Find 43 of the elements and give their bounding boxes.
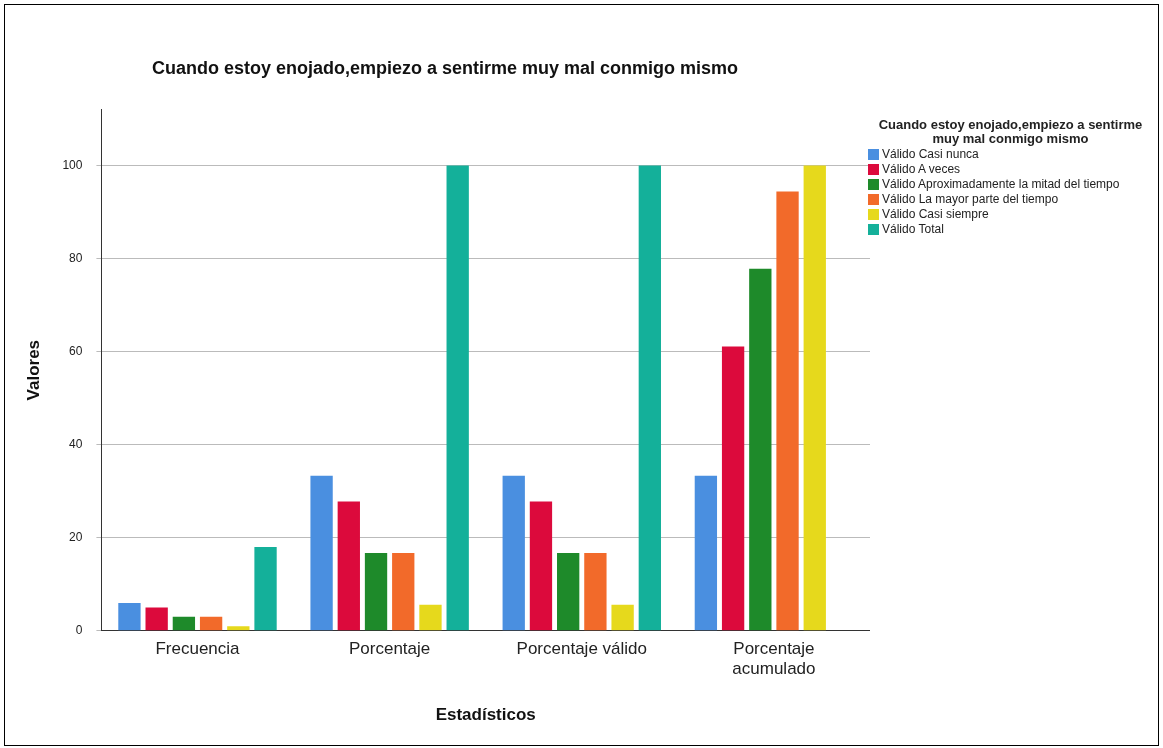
- bar: [337, 501, 360, 631]
- y-tick-label: 20: [69, 530, 83, 545]
- bar: [419, 604, 442, 631]
- bar: [803, 165, 826, 631]
- bar: [584, 553, 607, 631]
- bar: [529, 501, 553, 631]
- chart-title: Cuando estoy enojado,empiezo a sentirme muy mal conmigo mismo: [151, 57, 739, 78]
- bar: [557, 553, 580, 631]
- bar: [749, 268, 772, 631]
- bar: [199, 616, 223, 631]
- legend-title: Cuando estoy enojado,empiezo a sentirme muy mal conmigo mismo: [877, 117, 1144, 146]
- bar: [776, 191, 799, 631]
- legend-label: Válido Casi nunca: [882, 147, 979, 161]
- y-tick-label: 60: [69, 343, 83, 358]
- legend-label: Válido La mayor parte del tiempo: [882, 192, 1059, 206]
- y-tick-label: 0: [75, 623, 83, 638]
- x-tick-label: Porcentaje: [349, 638, 431, 658]
- bar: [611, 604, 634, 631]
- bar: [310, 475, 333, 631]
- bar: [364, 553, 388, 631]
- bar: [392, 553, 415, 631]
- x-axis-title: Estadísticos: [435, 705, 536, 725]
- bar: [145, 607, 168, 631]
- legend-label: Válido Aproximadamente la mitad del tiempo: [882, 177, 1120, 191]
- bar: [254, 547, 277, 631]
- bar: [694, 475, 718, 631]
- y-tick-label: 80: [69, 250, 83, 265]
- bar: [172, 616, 196, 631]
- bar: [446, 165, 469, 631]
- bar: [721, 346, 745, 631]
- x-tick-label: Porcentaje acumulado: [732, 638, 816, 679]
- legend-label: Válido Total: [882, 222, 944, 236]
- y-axis-title: Valores: [23, 339, 43, 401]
- legend-label: Válido A veces: [882, 162, 961, 176]
- x-tick-label: Frecuencia: [155, 638, 241, 658]
- x-tick-label: Porcentaje válido: [516, 638, 647, 658]
- y-tick-label: 100: [62, 157, 83, 172]
- bar: [227, 626, 250, 631]
- bar: [502, 475, 525, 631]
- y-tick-label: 40: [69, 436, 83, 451]
- bar: [118, 602, 141, 631]
- legend-label: Válido Casi siempre: [882, 207, 989, 221]
- bar: [638, 165, 661, 631]
